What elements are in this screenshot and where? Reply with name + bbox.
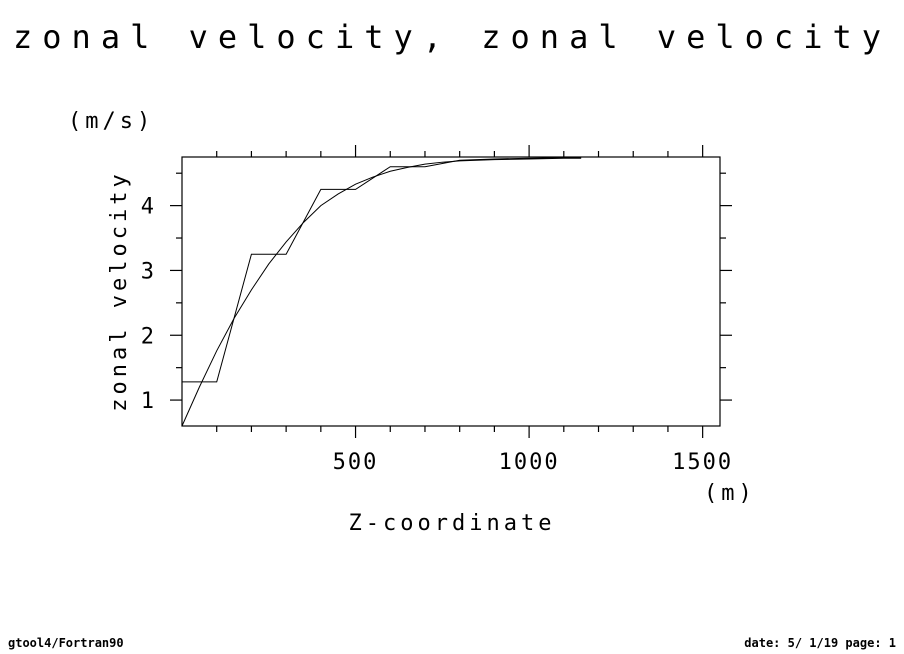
series-line-smooth	[181, 157, 582, 427]
plot-frame	[181, 156, 721, 427]
y-axis-unit: (m/s)	[68, 109, 154, 134]
footer-right: date: 5/ 1/19 page: 1	[744, 636, 896, 650]
x-tick-label: 1500	[672, 450, 733, 475]
plot-frame-rect	[181, 156, 721, 427]
y-tick-label: 3	[141, 259, 156, 284]
x-tick-label: 1000	[499, 450, 560, 475]
y-axis-label: zonal velocity	[107, 170, 132, 411]
axis-ticks	[170, 145, 732, 438]
series-line-step	[182, 157, 582, 383]
footer-left: gtool4/Fortran90	[8, 636, 124, 650]
y-tick-label: 1	[141, 389, 156, 414]
x-axis-unit: (m)	[704, 481, 756, 506]
y-tick-label: 2	[141, 324, 156, 349]
y-tick-label: 4	[141, 195, 156, 220]
x-tick-label: 500	[333, 450, 379, 475]
data-series	[181, 157, 582, 427]
axis-tick-labels: 500 1000 1500 1 2 3 4	[141, 195, 733, 475]
chart-title: zonal velocity, zonal velocity	[13, 18, 891, 56]
x-axis-label: Z-coordinate	[349, 511, 556, 536]
